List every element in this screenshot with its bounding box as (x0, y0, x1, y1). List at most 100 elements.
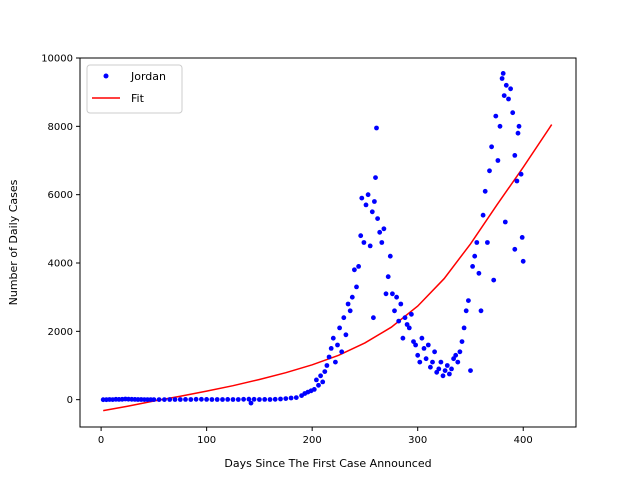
data-point (373, 175, 378, 181)
data-point (352, 267, 357, 273)
data-point (449, 366, 454, 372)
data-point (438, 359, 444, 365)
data-point (369, 209, 375, 215)
data-point (257, 397, 262, 402)
data-point (278, 396, 283, 402)
data-point (392, 308, 397, 314)
data-point (199, 396, 204, 402)
data-point (314, 377, 319, 383)
data-point (453, 352, 459, 358)
legend-label-fit: Fit (131, 92, 145, 105)
data-point (316, 382, 321, 388)
data-point (512, 246, 518, 252)
x-tick-label: 400 (514, 435, 533, 446)
x-tick-label: 200 (303, 435, 322, 446)
data-point (381, 226, 387, 232)
data-point (177, 397, 183, 402)
data-point (487, 168, 492, 174)
data-point (230, 397, 236, 402)
data-point (387, 253, 393, 259)
data-point (500, 71, 506, 76)
data-point (311, 387, 317, 392)
data-point (358, 233, 364, 239)
data-point (241, 396, 247, 402)
data-point (493, 113, 499, 119)
data-point (188, 397, 194, 402)
y-axis: 0 2000 4000 6000 8000 10000 (41, 54, 80, 406)
data-point (272, 396, 278, 402)
y-tick-label: 8000 (48, 122, 73, 133)
data-point (156, 397, 162, 402)
data-point (478, 308, 484, 314)
data-point (518, 171, 524, 177)
data-point (337, 325, 342, 331)
data-point (324, 363, 330, 368)
data-point (515, 130, 521, 136)
data-point (463, 308, 469, 314)
data-point (379, 240, 385, 245)
data-point (361, 240, 367, 245)
scatter-points-layer (100, 71, 526, 406)
data-point (343, 332, 349, 338)
data-point (459, 339, 465, 344)
data-point (283, 396, 289, 401)
data-point (183, 397, 188, 402)
data-point (326, 354, 332, 360)
y-tick-label: 0 (67, 395, 73, 406)
data-point (235, 397, 241, 402)
data-point (510, 110, 516, 116)
data-point (363, 202, 369, 208)
x-axis-label: Days Since The First Case Announced (224, 457, 431, 470)
data-point (267, 397, 273, 402)
data-point (444, 363, 450, 368)
data-point (466, 298, 471, 303)
legend-label-jordan: Jordan (130, 70, 166, 83)
data-point (383, 291, 389, 297)
data-point (365, 192, 371, 198)
data-point (330, 335, 336, 341)
data-point (457, 349, 463, 355)
data-point (214, 397, 220, 402)
data-point (209, 397, 215, 402)
data-point (354, 284, 359, 290)
data-point (225, 397, 231, 402)
data-point (474, 240, 480, 245)
data-point (409, 311, 414, 317)
data-point (151, 397, 157, 402)
data-point (447, 371, 452, 377)
data-point (318, 373, 323, 379)
data-point (508, 86, 513, 92)
y-tick-label: 4000 (48, 259, 73, 270)
y-tick-label: 2000 (48, 327, 73, 338)
data-point (516, 123, 522, 129)
data-point (172, 397, 178, 402)
data-point (371, 315, 376, 321)
data-point (251, 396, 257, 402)
data-point (367, 243, 373, 249)
data-point (377, 229, 383, 235)
data-point (485, 240, 490, 245)
data-point (421, 346, 427, 351)
data-point (167, 397, 173, 402)
fit-line (103, 124, 553, 412)
data-point (328, 346, 334, 351)
data-point (428, 364, 433, 370)
x-axis: 0 100 200 300 400 (98, 427, 533, 446)
data-point (193, 396, 199, 402)
data-point (390, 291, 395, 297)
data-point (417, 359, 423, 365)
data-point (501, 93, 507, 98)
data-point (204, 397, 210, 402)
y-tick-label: 6000 (48, 190, 73, 201)
data-point (423, 356, 429, 362)
data-point (512, 153, 518, 158)
data-point (440, 373, 446, 379)
data-point (461, 325, 467, 331)
data-point (402, 315, 408, 321)
data-point (436, 366, 442, 372)
data-point (248, 400, 254, 406)
data-point (400, 335, 406, 341)
data-point (293, 395, 299, 400)
data-point (398, 301, 404, 307)
data-point (432, 349, 437, 355)
